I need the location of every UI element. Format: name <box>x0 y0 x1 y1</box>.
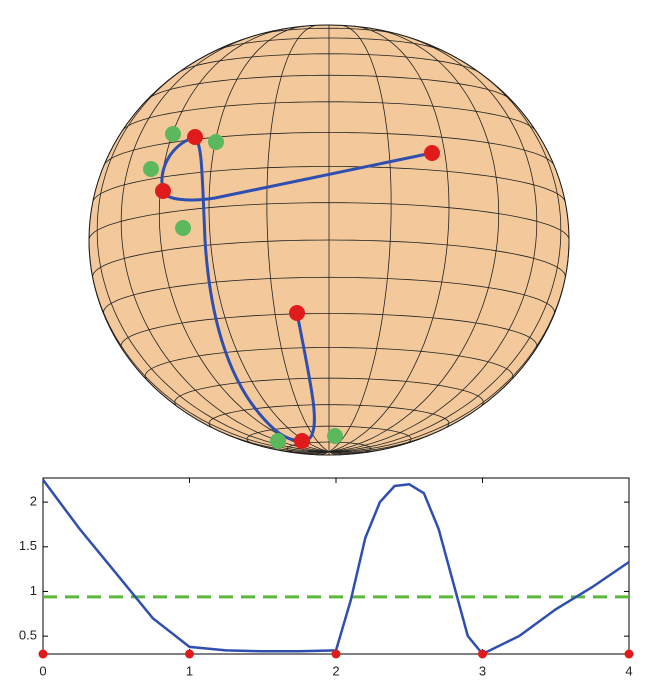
x-tick-label: 0 <box>39 663 46 678</box>
knot-marker <box>624 649 634 659</box>
sphere-point-green <box>165 126 181 142</box>
sphere-point-red <box>289 305 305 321</box>
sphere-point-red <box>155 183 171 199</box>
sphere-point-green <box>208 134 224 150</box>
knot-marker <box>38 649 48 659</box>
sphere-grid <box>328 420 459 453</box>
sphere-grid <box>328 451 350 455</box>
plot: 0 1 2 3 4 0.5 1 1.5 2 <box>19 477 634 678</box>
sphere-point-green <box>270 433 286 449</box>
sphere-grid <box>208 25 330 453</box>
sphere-grid <box>328 451 340 456</box>
knot-marker <box>331 649 341 659</box>
sphere-grid <box>158 28 330 453</box>
sphere-grid <box>328 62 562 453</box>
sphere-point-red <box>187 129 203 145</box>
sphere-grid <box>120 34 330 453</box>
sphere-grid <box>328 239 570 453</box>
sphere-point-red <box>424 145 440 161</box>
x-tick-label: 2 <box>332 663 339 678</box>
sphere-point-green <box>327 428 343 444</box>
x-tick-label: 4 <box>625 663 632 678</box>
sphere-grid <box>266 25 330 453</box>
y-tick-label: 1.5 <box>19 538 37 553</box>
x-tick-label: 1 <box>186 663 193 678</box>
y-tick-label: 2 <box>30 494 37 509</box>
y-tick-label: 0.5 <box>19 628 37 643</box>
sphere <box>88 24 570 456</box>
knot-marker <box>185 649 194 659</box>
sphere-grid <box>328 25 450 453</box>
knot-marker <box>478 649 487 659</box>
sphere-grid <box>318 451 330 456</box>
axes-box <box>42 477 630 655</box>
sphere-grid <box>328 34 538 453</box>
y-tick-label: 1 <box>30 583 37 598</box>
sphere-grid <box>328 446 394 453</box>
line-series <box>41 479 630 656</box>
sphere-grid <box>199 420 330 453</box>
sphere-grid <box>88 239 330 453</box>
sphere-point-green <box>175 220 191 236</box>
sphere-grid <box>328 451 371 454</box>
sphere-grid <box>96 62 330 453</box>
sphere-grid <box>328 25 392 453</box>
sphere-grid <box>328 28 500 453</box>
x-tick-label: 3 <box>479 663 486 678</box>
sphere-point-red <box>294 433 310 449</box>
sphere-point-green <box>143 161 159 177</box>
sphere-grid <box>264 446 330 453</box>
